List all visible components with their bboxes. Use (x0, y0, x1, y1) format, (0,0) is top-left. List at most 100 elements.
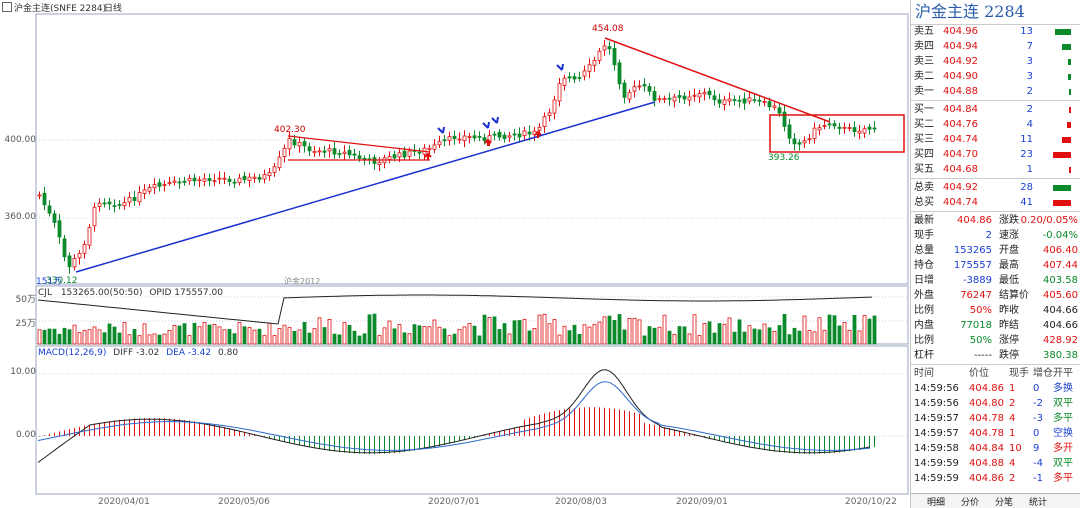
bid-volume: 11 (1020, 134, 1033, 145)
red-arrow-icon (534, 130, 542, 138)
candle-body (182, 180, 187, 183)
stat-value: 406.40 (1043, 245, 1078, 256)
tab-stats[interactable]: 统计 (1029, 498, 1048, 508)
support-trendline (75, 101, 656, 273)
volume-bar (247, 327, 252, 345)
volume-bar (392, 328, 397, 345)
stat-row: 总量 153265 (911, 243, 996, 258)
stat-value: 404.66 (1043, 320, 1078, 331)
tab-price[interactable]: 分价 (961, 498, 980, 508)
volume-bar (732, 331, 737, 345)
stat-key: 比例 (914, 335, 934, 346)
bid-row[interactable]: 买四 404.70 23 (911, 147, 1080, 162)
bid-volume: 4 (1026, 119, 1033, 130)
volume-bar (477, 335, 482, 345)
ask-label: 卖一 (914, 86, 934, 97)
tick-cell: -2 (1033, 398, 1043, 409)
volume-bar (257, 328, 262, 345)
tick-row[interactable]: 14:59:57 404.78 4 -3 多平 (911, 411, 1080, 426)
consolidation-box (769, 114, 905, 153)
candle-body (432, 144, 437, 150)
tick-cell: 404.80 (969, 398, 1004, 409)
volume-bar (502, 323, 507, 345)
volume-bar (612, 320, 617, 345)
tab-details[interactable]: 明细 (927, 498, 946, 508)
stat-row: 持仓 175557 (911, 258, 996, 273)
stat-row: 日增 -3889 (911, 273, 996, 288)
bid-row[interactable]: 买一 404.84 2 (911, 102, 1080, 117)
volume-bar (437, 326, 442, 345)
candle-body (682, 95, 687, 100)
sidebar-tabs: 明细 分价 分笔 统计 (911, 493, 1080, 508)
candle-body (107, 201, 112, 205)
bid-row[interactable]: 买五 404.68 1 (911, 162, 1080, 177)
ask-row[interactable]: 卖一 404.88 2 (911, 84, 1080, 99)
candle-body (207, 178, 212, 181)
candle-body (177, 181, 182, 184)
stat-key: 昨收 (999, 305, 1019, 316)
chart-area[interactable]: 沪金主连(SNFE 2284) 日线 400.00 360.00 454.08 … (0, 0, 910, 508)
candle-body (797, 142, 802, 145)
bid-row[interactable]: 买二 404.76 4 (911, 117, 1080, 132)
stat-row: 比例 50% (911, 303, 996, 318)
tick-cell: 多平 (1053, 413, 1073, 424)
candle-body (622, 82, 627, 98)
tick-row[interactable]: 14:59:59 404.88 4 -4 双平 (911, 456, 1080, 471)
candle-body (632, 86, 637, 92)
candle-body (802, 140, 807, 144)
candlestick-chart[interactable] (0, 0, 910, 508)
stat-value: 0.20/0.05% (1020, 215, 1078, 226)
ask-row[interactable]: 卖四 404.94 7 (911, 39, 1080, 54)
stat-row: 昨结 404.66 (997, 318, 1080, 333)
volume-bar (872, 315, 877, 345)
ask-row[interactable]: 卖五 404.96 13 (911, 24, 1080, 39)
volume-scale-label: 151万 (36, 277, 63, 287)
tick-header-cell: 价位 (969, 368, 989, 379)
candle-body (337, 153, 342, 155)
ask-volume: 7 (1026, 41, 1033, 52)
candle-body (837, 126, 842, 129)
stat-value: 404.66 (1043, 305, 1078, 316)
left-peak-label: 402.30 (274, 125, 306, 135)
ask-row[interactable]: 卖三 404.92 3 (911, 54, 1080, 69)
candle-body (727, 98, 732, 102)
stat-value: ----- (973, 350, 992, 361)
candle-body (237, 177, 242, 183)
tick-row[interactable]: 14:59:56 404.86 1 0 多换 (911, 381, 1080, 396)
candle-body (807, 138, 812, 141)
stat-key: 涨停 (999, 335, 1019, 346)
bid-row[interactable]: 买三 404.74 11 (911, 132, 1080, 147)
tick-cell: 0 (1033, 428, 1040, 439)
volume-bar (222, 329, 227, 345)
volume-bar (772, 330, 777, 345)
candle-body (757, 99, 762, 102)
candle-body (52, 213, 57, 223)
volume-bar (192, 322, 197, 345)
candle-body (692, 94, 697, 97)
bid-volume: 2 (1026, 104, 1033, 115)
period-label[interactable]: 日线 (104, 4, 123, 14)
volume-bar (292, 330, 297, 345)
stat-value: 76247 (960, 290, 992, 301)
stat-value: 2 (985, 230, 992, 241)
stat-key: 最低 (999, 275, 1019, 286)
macd-diff-line (37, 369, 871, 463)
volume-bar (47, 328, 52, 345)
tab-trades[interactable]: 分笔 (995, 498, 1014, 508)
candle-body (452, 135, 457, 140)
ask-volume: 3 (1026, 56, 1033, 67)
tick-row[interactable]: 14:59:58 404.84 10 9 多开 (911, 441, 1080, 456)
tick-row[interactable]: 14:59:57 404.78 1 0 空换 (911, 426, 1080, 441)
candle-body (577, 77, 582, 79)
candle-body (162, 184, 167, 186)
tick-row[interactable]: 14:59:56 404.80 2 -2 双平 (911, 396, 1080, 411)
volume-bar (537, 314, 542, 345)
candle-body (607, 46, 612, 50)
volume-bar (857, 330, 862, 345)
candle-body (132, 196, 137, 201)
volume-bar (827, 314, 832, 345)
ask-row[interactable]: 卖二 404.90 3 (911, 69, 1080, 84)
stat-row: 涨停 428.92 (997, 333, 1080, 348)
volume-bar (532, 328, 537, 345)
tick-row[interactable]: 14:59:59 404.86 2 -1 多平 (911, 471, 1080, 486)
